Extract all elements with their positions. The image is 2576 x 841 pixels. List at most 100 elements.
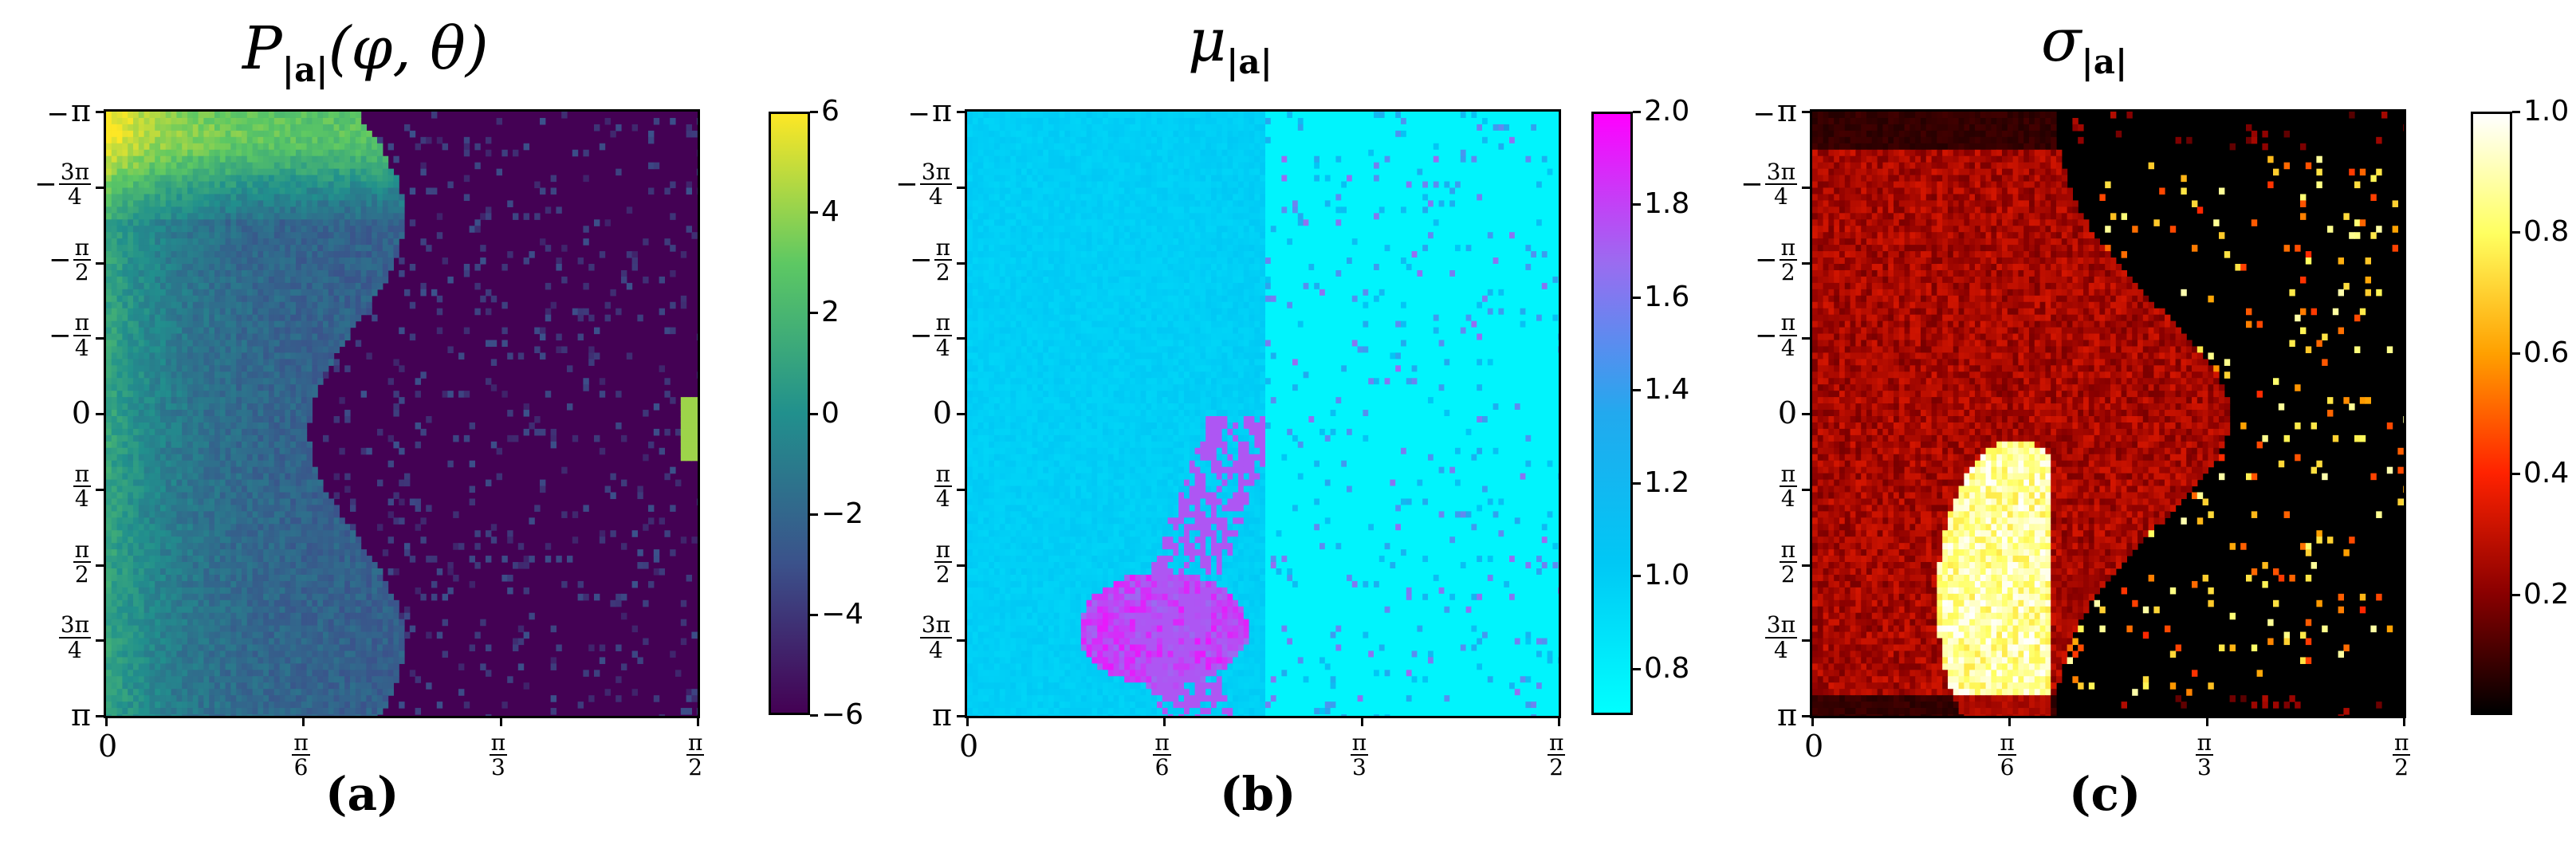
heatmap-cell (323, 631, 329, 639)
heatmap-cell (350, 549, 356, 556)
heatmap-cell (339, 524, 345, 531)
heatmap-cell (328, 562, 335, 569)
heatmap-cell (258, 428, 264, 436)
heatmap-cell (192, 676, 199, 683)
heatmap-cell (149, 650, 155, 658)
heatmap-cell (128, 460, 134, 468)
heatmap-cell (355, 149, 362, 157)
heatmap-cell (328, 340, 335, 348)
heatmap-cell (273, 181, 281, 189)
heatmap-cell (269, 245, 275, 252)
heatmap-cell (664, 238, 671, 246)
heatmap-cell (144, 682, 150, 690)
heatmap-cell (160, 213, 167, 220)
heatmap-cell (312, 219, 318, 226)
heatmap-cell (230, 612, 237, 620)
heatmap-cell (377, 143, 383, 151)
heatmap-cell (399, 327, 405, 335)
heatmap-cell (263, 549, 269, 556)
heatmap-cell (116, 682, 123, 690)
heatmap-cell (387, 194, 394, 202)
heatmap-cell (273, 378, 281, 385)
heatmap-cell (486, 556, 492, 563)
heatmap-cell (339, 308, 345, 316)
heatmap-cell (176, 378, 183, 385)
heatmap-cell (290, 536, 297, 544)
heatmap-cell (269, 333, 275, 341)
heatmap-cell (116, 187, 123, 195)
heatmap-cell (138, 593, 145, 601)
heatmap-cell (382, 638, 389, 646)
heatmap-cell (155, 536, 161, 544)
heatmap-cell (111, 257, 118, 265)
heatmap-cell (246, 238, 254, 246)
heatmap-cell (160, 238, 167, 246)
heatmap-cell (399, 226, 405, 233)
heatmap-cell (323, 371, 329, 379)
heatmap-cell (122, 333, 128, 341)
heatmap-cell (106, 556, 112, 563)
heatmap-cell (122, 308, 128, 316)
heatmap-cell (409, 498, 416, 506)
heatmap-cell (176, 346, 183, 354)
heatmap-cell (192, 269, 199, 277)
heatmap-cell (296, 505, 302, 512)
heatmap-cell (328, 200, 335, 207)
heatmap-cell (214, 269, 221, 277)
heatmap-cell (122, 556, 128, 563)
heatmap-cell (138, 117, 145, 125)
heatmap-cell (242, 593, 248, 601)
heatmap-cell (176, 269, 183, 277)
heatmap-cell (160, 473, 167, 481)
heatmap-cell (366, 181, 372, 189)
heatmap-cell (680, 441, 687, 449)
heatmap-cell (317, 232, 324, 239)
heatmap-cell (246, 657, 254, 664)
heatmap-cell (252, 644, 258, 652)
heatmap-cell (203, 282, 210, 290)
heatmap-cell (242, 352, 248, 360)
heatmap-cell (165, 269, 172, 277)
heatmap-cell (236, 162, 242, 170)
heatmap-cell (323, 670, 329, 677)
heatmap-cell (219, 136, 226, 144)
heatmap-cell (128, 599, 134, 607)
heatmap-cell (285, 593, 291, 601)
heatmap-cell (236, 333, 242, 341)
heatmap-cell (214, 219, 221, 226)
heatmap-cell (355, 676, 362, 683)
heatmap-cell (328, 511, 335, 518)
heatmap-cell (149, 226, 155, 233)
heatmap-cell (149, 428, 155, 436)
heatmap-cell (252, 505, 258, 512)
heatmap-cell (176, 232, 183, 239)
heatmap-cell (355, 340, 362, 348)
heatmap-cell (631, 625, 638, 633)
heatmap-cell (296, 130, 302, 138)
heatmap-cell (198, 631, 204, 639)
heatmap-cell (133, 580, 140, 588)
heatmap-cell (133, 320, 140, 328)
heatmap-cell (116, 657, 123, 664)
heatmap-cell (653, 568, 660, 576)
heatmap-cell (269, 251, 275, 258)
heatmap-cell (209, 276, 215, 284)
heatmap-cell (328, 619, 335, 627)
heatmap-cell (171, 498, 177, 506)
heatmap-cell (225, 117, 231, 125)
heatmap-cell (599, 536, 606, 544)
heatmap-cell (263, 682, 269, 690)
heatmap-cell (116, 447, 123, 455)
heatmap-cell (192, 543, 199, 550)
heatmap-cell (138, 257, 145, 265)
heatmap-cell (333, 257, 340, 265)
heatmap-cell (279, 485, 285, 493)
heatmap-cell (176, 282, 183, 290)
heatmap-cell (306, 689, 313, 696)
heatmap-cell (317, 511, 324, 518)
heatmap-cell (323, 327, 329, 335)
heatmap-cell (122, 238, 128, 246)
heatmap-cell (246, 314, 254, 322)
heatmap-cell (317, 536, 324, 544)
heatmap-cell (377, 200, 383, 207)
